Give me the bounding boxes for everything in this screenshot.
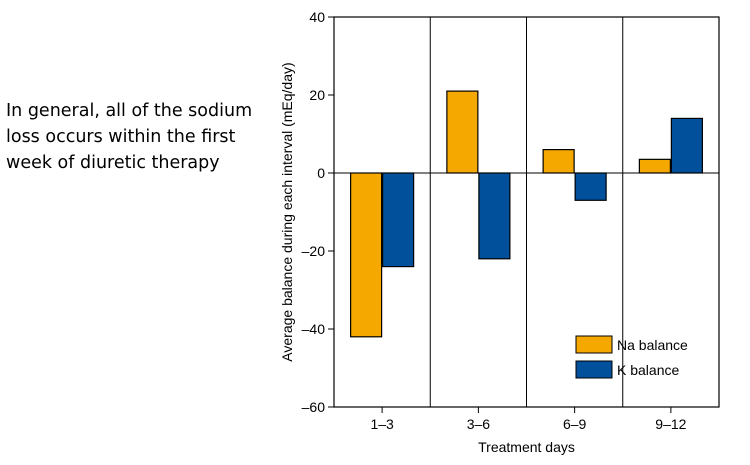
- caption-text: In general, all of the sodium loss occur…: [6, 98, 256, 176]
- y-tick-label: 20: [309, 87, 325, 103]
- bar-na-balance-3: [542, 149, 575, 174]
- bar-k-balance-2: [478, 172, 511, 260]
- caption-line: week of diuretic therapy: [6, 153, 220, 173]
- plot-frame: [333, 16, 720, 408]
- bar-na-balance-2: [446, 90, 479, 174]
- y-tick-label: –40: [302, 321, 326, 337]
- legend-label-k: K balance: [617, 362, 679, 378]
- y-axis-label: Average balance during each interval (mE…: [279, 62, 295, 361]
- x-tick-label: 9–12: [655, 416, 686, 432]
- y-tick-label: –20: [302, 243, 326, 259]
- y-tick-label: 40: [309, 9, 325, 25]
- x-axis-ticks: 1–3 3–6 6–9 9–12: [370, 407, 687, 432]
- bar-k-balance-1: [382, 172, 415, 268]
- legend-swatch-k: [575, 360, 613, 379]
- bars: [350, 90, 703, 338]
- legend-label-na: Na balance: [617, 337, 688, 353]
- y-tick-label: –60: [302, 399, 326, 415]
- y-tick-label: 0: [317, 165, 325, 181]
- x-tick-label: 3–6: [467, 416, 491, 432]
- bar-na-balance-1: [350, 172, 383, 338]
- x-tick-label: 6–9: [563, 416, 587, 432]
- category-separators: [429, 17, 624, 407]
- x-axis-label: Treatment days: [478, 439, 575, 455]
- x-tick-label: 1–3: [370, 416, 394, 432]
- legend: Na balance K balance: [575, 335, 688, 379]
- bar-na-balance-4: [638, 158, 671, 174]
- legend-swatch-na: [575, 335, 613, 354]
- bar-k-balance-3: [574, 172, 607, 201]
- caption-line: In general, all of the sodium: [6, 101, 253, 121]
- caption-line: loss occurs within the first: [6, 127, 236, 147]
- y-axis-ticks: 40 20 0 –20 –40 –60: [302, 9, 334, 415]
- bar-k-balance-4: [670, 117, 703, 174]
